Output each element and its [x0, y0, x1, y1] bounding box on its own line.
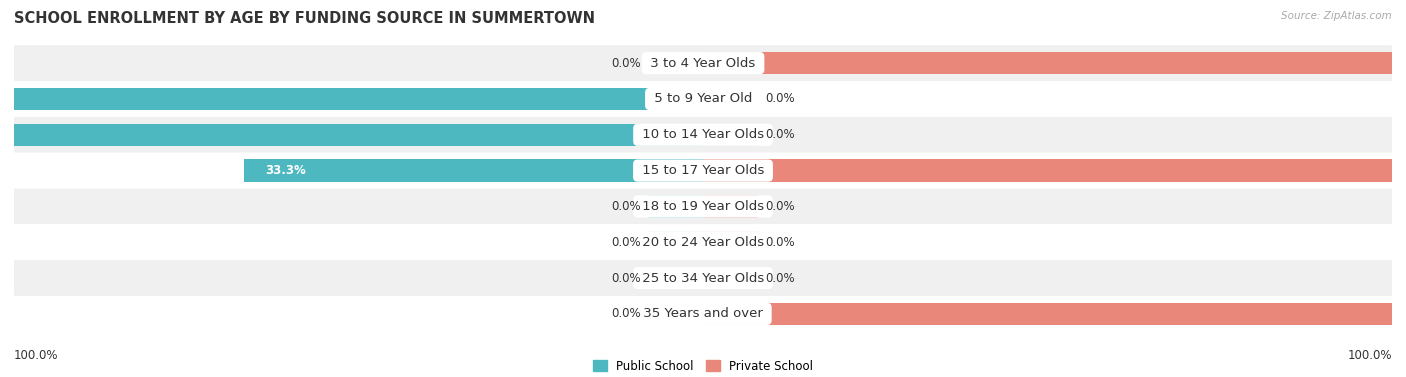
Bar — [648, 303, 703, 325]
FancyBboxPatch shape — [14, 45, 1392, 81]
Text: 10 to 14 Year Olds: 10 to 14 Year Olds — [638, 128, 768, 141]
Bar — [703, 52, 1406, 74]
Text: 0.0%: 0.0% — [612, 236, 641, 249]
Text: 15 to 17 Year Olds: 15 to 17 Year Olds — [638, 164, 768, 177]
FancyBboxPatch shape — [14, 117, 1392, 153]
FancyBboxPatch shape — [14, 153, 1392, 188]
FancyBboxPatch shape — [14, 81, 1392, 117]
Bar — [703, 88, 758, 110]
FancyBboxPatch shape — [14, 224, 1392, 260]
Bar — [703, 267, 758, 289]
Text: 20 to 24 Year Olds: 20 to 24 Year Olds — [638, 236, 768, 249]
Bar — [703, 159, 1406, 182]
Text: 25 to 34 Year Olds: 25 to 34 Year Olds — [638, 271, 768, 285]
Text: 0.0%: 0.0% — [612, 271, 641, 285]
Bar — [0, 88, 703, 110]
Text: 0.0%: 0.0% — [765, 128, 794, 141]
Text: SCHOOL ENROLLMENT BY AGE BY FUNDING SOURCE IN SUMMERTOWN: SCHOOL ENROLLMENT BY AGE BY FUNDING SOUR… — [14, 11, 595, 26]
Legend: Public School, Private School: Public School, Private School — [588, 355, 818, 377]
FancyBboxPatch shape — [14, 260, 1392, 296]
Text: 0.0%: 0.0% — [612, 307, 641, 320]
Text: 0.0%: 0.0% — [765, 92, 794, 106]
Text: 5 to 9 Year Old: 5 to 9 Year Old — [650, 92, 756, 106]
Text: 0.0%: 0.0% — [765, 236, 794, 249]
Bar — [245, 159, 703, 182]
Text: 18 to 19 Year Olds: 18 to 19 Year Olds — [638, 200, 768, 213]
Text: Source: ZipAtlas.com: Source: ZipAtlas.com — [1281, 11, 1392, 21]
Text: 0.0%: 0.0% — [612, 57, 641, 70]
Bar — [703, 303, 1406, 325]
Bar — [703, 195, 758, 218]
Text: 35 Years and over: 35 Years and over — [638, 307, 768, 320]
Bar — [648, 267, 703, 289]
FancyBboxPatch shape — [14, 296, 1392, 332]
Text: 100.0%: 100.0% — [1347, 349, 1392, 362]
Text: 3 to 4 Year Olds: 3 to 4 Year Olds — [647, 57, 759, 70]
Text: 0.0%: 0.0% — [765, 200, 794, 213]
Bar — [703, 124, 758, 146]
Text: 0.0%: 0.0% — [765, 271, 794, 285]
Bar — [648, 195, 703, 218]
Text: 33.3%: 33.3% — [264, 164, 305, 177]
Text: 100.0%: 100.0% — [14, 349, 59, 362]
FancyBboxPatch shape — [14, 188, 1392, 224]
Bar — [648, 52, 703, 74]
Bar — [648, 231, 703, 253]
Bar — [703, 231, 758, 253]
Text: 0.0%: 0.0% — [612, 200, 641, 213]
Bar — [0, 124, 703, 146]
